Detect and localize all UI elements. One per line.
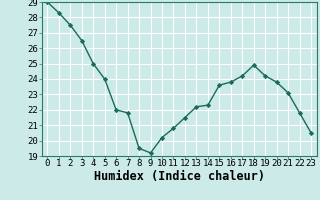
- X-axis label: Humidex (Indice chaleur): Humidex (Indice chaleur): [94, 170, 265, 183]
